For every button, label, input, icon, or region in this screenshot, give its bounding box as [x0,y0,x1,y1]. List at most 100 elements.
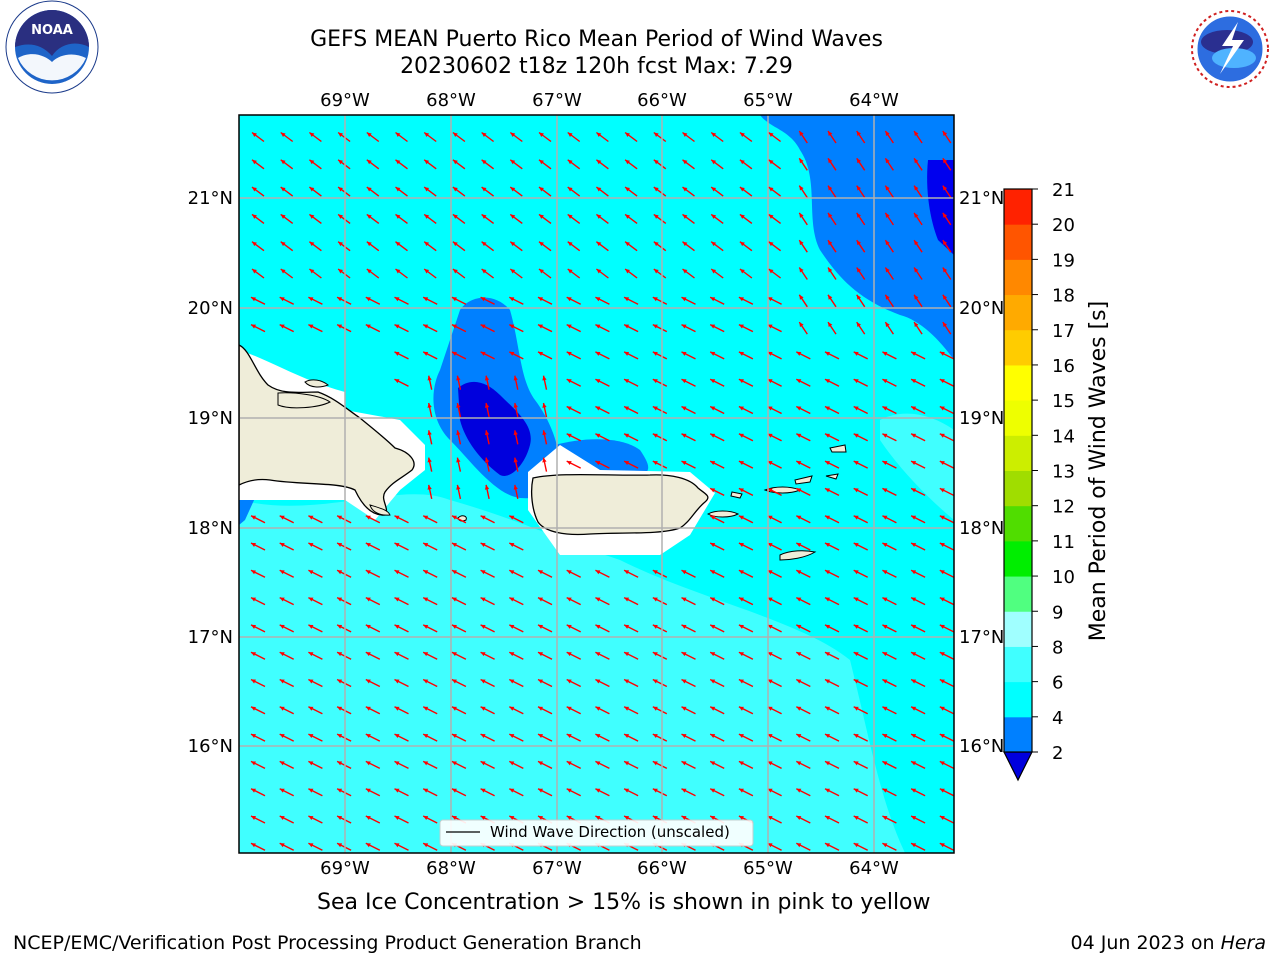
wind-arrow-head [796,406,802,411]
wind-arrow-head [481,214,487,219]
wind-arrow-head [394,570,400,575]
wind-arrow-head [885,185,890,191]
wind-arrow-head [308,706,314,711]
axis-labels: 69°W 69°W 68°W 68°W 67°W 67°W 66°W 66°W 65°W 65°W… [188,90,1005,879]
wind-arrow-head [739,269,745,274]
wind-arrow-head [767,570,773,575]
wind-arrow-head [308,570,314,575]
wind-arrow-head [308,624,314,629]
wind-arrow-head [681,461,687,466]
colorbar-segment [1004,470,1032,507]
wind-arrow-head [566,351,572,356]
wind-arrow-head [939,679,945,684]
wind-arrow-head [942,267,948,273]
wind-arrow-head [252,214,257,219]
wind-arrow-head [480,706,486,711]
wind-arrow-head [939,570,945,575]
lat-label-right: 16°N [959,736,1004,757]
wind-arrow-head [939,351,945,356]
wind-arrow-head [652,433,658,438]
wind-arrow-head [423,624,429,629]
wind-arrow-head [625,269,631,274]
colorbar-segment [1004,400,1032,436]
wind-arrow-head [624,406,630,411]
wind-arrow-head [337,652,343,657]
wind-arrow-head [828,185,833,191]
wind-arrow-head [365,788,371,793]
wind-arrow-head [596,241,602,247]
wind-arrow-head [365,816,371,820]
wind-arrow-head [308,324,314,329]
wind-arrow-head [738,761,744,766]
wind-arrow-head [825,406,830,411]
wind-arrow-head [509,543,515,547]
wind-arrow-head [914,185,919,191]
wind-arrow-head [423,679,429,684]
colorbar-tick-label: 4 [1052,708,1063,729]
wind-arrow-head [939,652,945,657]
wind-arrow-head [796,706,802,711]
wind-arrow-head [251,324,256,329]
wind-arrow-head [711,132,717,137]
wind-arrow-head [365,706,371,711]
wind-arrow-head [911,351,917,356]
wind-arrow-head [338,132,344,137]
wind-arrow-head [825,379,830,384]
wind-arrow-head [914,294,919,300]
wind-arrow-head [538,652,543,657]
wind-arrow-head [424,187,430,192]
wind-arrow-head [738,597,744,602]
colorbar-tick-label: 19 [1052,250,1075,271]
wind-arrow-head [566,761,572,766]
wind-arrow-head [279,624,285,629]
wind-arrow-head [338,241,344,247]
wind-arrow-head [652,679,658,684]
wind-arrow-head [252,269,257,274]
wind-arrow-head [911,488,917,493]
wind-arrow-head [885,294,890,300]
wind-arrow-head [738,379,744,384]
wind-arrow-head [596,159,602,165]
wind-arrow-head [882,461,888,466]
wind-arrow-head [767,652,773,657]
wind-arrow-head [509,788,515,793]
lat-label-left: 16°N [188,736,233,757]
wind-arrow-head [624,761,630,766]
wind-arrow-head [767,406,773,411]
wind-arrow-head [624,461,630,466]
wind-arrow-head [939,543,945,547]
wind-arrow-head [939,624,945,629]
wind-arrow-head [509,734,515,739]
wind-arrow-head [452,132,458,137]
wind-arrow-head [337,597,343,602]
wind-arrow-head [767,433,773,438]
wind-arrow-head [796,816,802,820]
colorbar-tick-label: 20 [1052,215,1075,236]
wind-arrow-head [510,241,516,247]
wind-arrow-head [365,734,371,739]
wind-arrow-head [510,132,516,137]
wind-arrow-head [856,158,862,164]
wind-arrow-head [681,570,687,575]
wind-arrow-head [682,187,688,192]
wind-arrow-head [595,597,601,602]
colorbar-tick-label: 12 [1052,497,1075,518]
wind-arrow-head [539,269,544,274]
wind-arrow-head [710,543,716,547]
wind-arrow-head [566,379,572,384]
wind-arrow-head [509,570,515,575]
wind-arrow-head [767,515,773,520]
wind-arrow-head [681,706,687,711]
wind-arrow-head [595,351,601,356]
wind-arrow-head [427,375,432,381]
wind-arrow-head [279,570,285,575]
wind-arrow-head [911,515,917,520]
wind-arrow-head [251,570,256,575]
footer-credit: NCEP/EMC/Verification Post Processing Pr… [13,932,642,954]
wind-arrow-head [252,159,257,165]
wind-arrow-head [542,403,547,408]
wind-arrow-head [682,241,688,247]
wind-arrow-head [539,132,544,137]
wind-arrow-head [596,214,602,219]
wind-arrow-head [566,324,572,329]
